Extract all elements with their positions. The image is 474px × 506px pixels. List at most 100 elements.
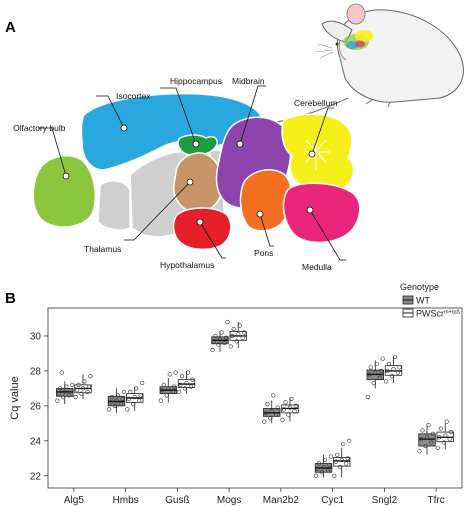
- box-wt-6: [365, 356, 385, 400]
- data-point: [443, 433, 448, 438]
- y-tick-label: 22: [30, 471, 42, 482]
- box-wt-4: [262, 393, 281, 424]
- data-point: [164, 393, 169, 398]
- data-point: [131, 402, 136, 407]
- data-point: [344, 461, 349, 466]
- data-point: [265, 402, 270, 407]
- data-point: [292, 409, 297, 414]
- data-point: [293, 403, 299, 408]
- region-medulla: [282, 182, 361, 244]
- data-point: [59, 370, 64, 375]
- data-point: [368, 365, 373, 370]
- data-point: [262, 419, 267, 424]
- data-point: [167, 372, 172, 377]
- panel-label-a: A: [5, 19, 16, 36]
- data-point: [316, 461, 322, 466]
- data-point: [106, 407, 112, 412]
- data-point: [371, 381, 376, 386]
- data-point: [178, 382, 183, 387]
- data-point: [383, 379, 389, 384]
- label-cerebellum: Cerebellum: [294, 98, 337, 108]
- mouse-illustration: [261, 3, 464, 125]
- data-point: [134, 386, 139, 391]
- data-point: [158, 398, 163, 403]
- data-point: [438, 426, 443, 431]
- region-olfactory-bulb: [32, 154, 97, 228]
- y-axis-title: Cq value: [9, 376, 21, 419]
- data-point: [275, 405, 280, 410]
- data-point: [108, 400, 113, 405]
- data-point: [423, 443, 428, 449]
- data-point: [137, 398, 142, 403]
- data-point: [377, 375, 382, 381]
- data-point: [338, 464, 343, 470]
- data-point: [269, 409, 274, 414]
- data-point: [121, 389, 127, 394]
- box-body: [418, 433, 436, 447]
- data-point: [182, 386, 188, 391]
- label-medulla: Medulla: [302, 262, 332, 272]
- data-point: [449, 429, 454, 435]
- data-point: [289, 396, 294, 401]
- data-point: [424, 435, 430, 440]
- data-point: [321, 464, 326, 470]
- data-point: [345, 456, 350, 461]
- data-point: [379, 368, 384, 374]
- data-point: [313, 473, 319, 478]
- box-pwscr-3: [228, 321, 247, 349]
- data-point: [380, 356, 385, 361]
- box-pwscr-0: [73, 374, 93, 400]
- data-point: [172, 384, 177, 389]
- data-point: [426, 422, 431, 428]
- box-wt-1: [106, 388, 127, 413]
- data-point: [68, 388, 73, 393]
- data-point: [420, 428, 425, 433]
- data-point: [120, 396, 125, 401]
- data-point: [161, 382, 166, 387]
- data-point: [132, 395, 137, 400]
- data-point: [74, 388, 80, 393]
- data-point: [114, 398, 119, 403]
- data-point: [128, 389, 133, 394]
- data-point: [56, 391, 61, 396]
- x-tick-label: Tfrc: [428, 495, 445, 506]
- legend-title: Genotype: [400, 282, 439, 292]
- data-point: [70, 382, 75, 387]
- data-point: [88, 374, 93, 379]
- data-point: [444, 419, 449, 424]
- data-point: [287, 405, 293, 410]
- data-point: [58, 386, 63, 391]
- x-tick-label: Hmbs: [113, 495, 139, 506]
- data-point: [125, 407, 130, 412]
- data-point: [73, 395, 78, 400]
- data-point: [219, 330, 224, 335]
- data-point: [365, 395, 370, 400]
- legend: Genotype WT PWScrm+/pΔ: [400, 282, 460, 319]
- data-point: [67, 393, 72, 398]
- data-point: [397, 365, 402, 370]
- data-point: [225, 319, 230, 325]
- data-point: [79, 391, 84, 396]
- legend-label-wt: WT: [416, 296, 430, 306]
- data-point: [190, 377, 195, 382]
- data-point: [395, 370, 401, 375]
- data-point: [184, 381, 189, 386]
- data-point: [138, 393, 143, 398]
- y-tick-label: 28: [30, 366, 42, 377]
- data-point: [271, 393, 276, 398]
- x-tick-label: Man2b2: [263, 495, 300, 506]
- label-thalamus: Thalamus: [84, 244, 121, 254]
- box-wt-0: [55, 370, 75, 405]
- x-tick-label: Sngl2: [372, 495, 398, 506]
- data-point: [64, 384, 69, 389]
- box-wt-5: [313, 454, 334, 478]
- data-point: [328, 454, 334, 459]
- region-hypothalamus: [172, 207, 232, 251]
- region-thalamus: [172, 152, 224, 213]
- data-point: [126, 396, 131, 401]
- data-point: [430, 431, 436, 436]
- data-point: [237, 323, 242, 328]
- x-tick-label: Mogs: [217, 495, 241, 506]
- data-point: [217, 337, 223, 342]
